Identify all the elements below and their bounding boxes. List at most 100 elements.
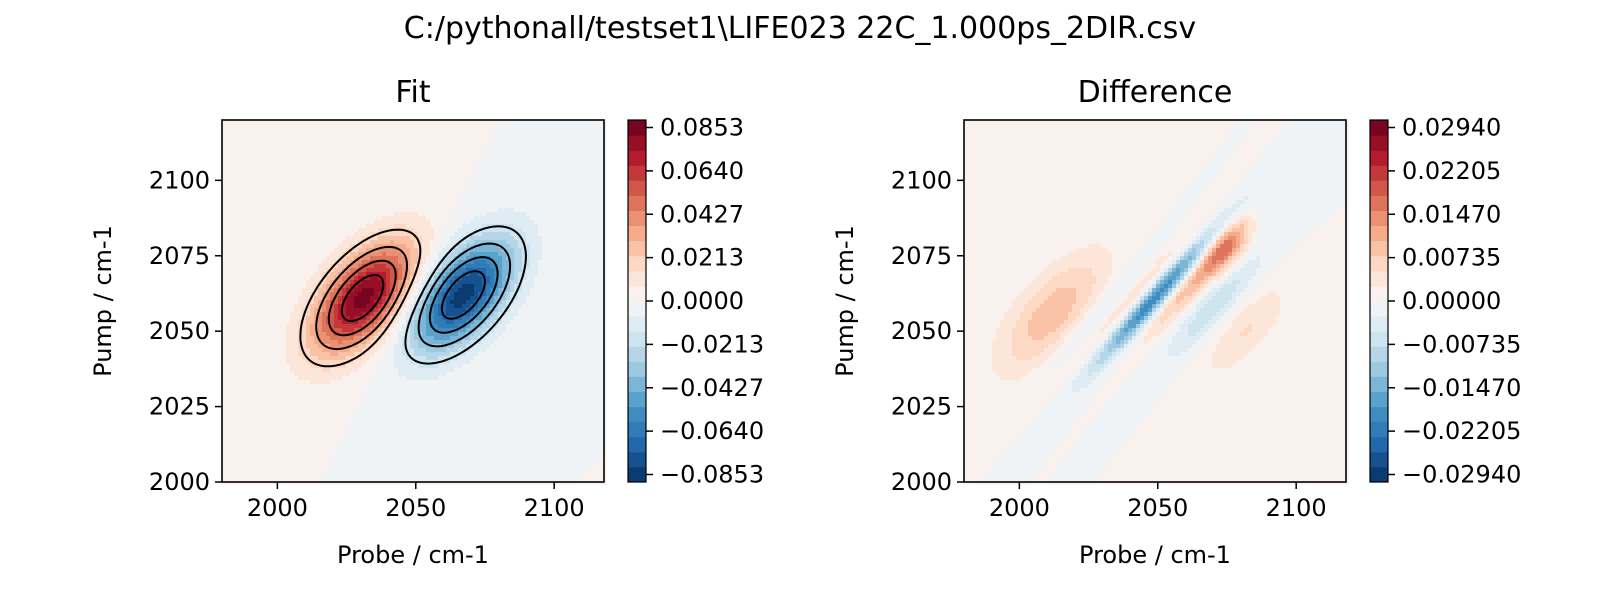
heatmap-cell <box>558 124 563 129</box>
heatmap-cell <box>430 136 435 141</box>
heatmap-cell <box>374 204 379 209</box>
heatmap-cell <box>474 160 479 165</box>
heatmap-cell <box>546 124 551 129</box>
heatmap-cell <box>390 180 395 185</box>
heatmap-cell <box>330 128 335 133</box>
heatmap-cell <box>366 160 371 165</box>
heatmap-cell <box>594 136 599 141</box>
heatmap-cell <box>422 220 427 225</box>
heatmap-cell <box>454 212 459 217</box>
heatmap-cell <box>470 212 475 217</box>
heatmap-cell <box>566 300 571 305</box>
heatmap-cell <box>530 208 535 213</box>
heatmap-cell <box>242 220 247 225</box>
heatmap-cell <box>486 216 491 221</box>
heatmap-cell <box>554 168 559 173</box>
heatmap-cell <box>482 288 487 293</box>
heatmap-cell <box>474 228 479 233</box>
heatmap-cell <box>466 160 471 165</box>
heatmap-cell <box>374 244 379 249</box>
heatmap-cell <box>378 248 383 253</box>
heatmap-cell <box>290 276 295 281</box>
heatmap-cell <box>406 164 411 169</box>
heatmap-cell <box>502 200 507 205</box>
heatmap-cell <box>566 144 571 149</box>
heatmap-cell <box>270 184 275 189</box>
heatmap-cell <box>402 308 407 313</box>
heatmap-cell <box>442 304 447 309</box>
heatmap-cell <box>326 140 331 145</box>
heatmap-cell <box>234 304 239 309</box>
heatmap-cell <box>566 284 571 289</box>
heatmap-cell <box>490 316 495 321</box>
heatmap-cell <box>402 292 407 297</box>
heatmap-cell <box>298 168 303 173</box>
heatmap-cell <box>234 156 239 161</box>
heatmap-cell <box>410 308 415 313</box>
heatmap-cell <box>526 232 531 237</box>
heatmap-cell <box>222 140 227 145</box>
heatmap-cell <box>510 252 515 257</box>
heatmap-cell <box>286 220 291 225</box>
heatmap-cell <box>258 248 263 253</box>
heatmap-cell <box>274 296 279 301</box>
heatmap-cell <box>254 136 259 141</box>
heatmap-cell <box>418 128 423 133</box>
heatmap-cell <box>498 124 503 129</box>
heatmap-cell <box>558 228 563 233</box>
heatmap-cell <box>506 324 511 329</box>
heatmap-cell <box>442 176 447 181</box>
heatmap-cell <box>590 212 595 217</box>
heatmap-cell <box>562 232 567 237</box>
heatmap-cell <box>382 192 387 197</box>
heatmap-cell <box>530 180 535 185</box>
heatmap-cell <box>494 136 499 141</box>
heatmap-cell <box>498 280 503 285</box>
heatmap-cell <box>246 216 251 221</box>
heatmap-cell <box>242 244 247 249</box>
heatmap-cell <box>598 268 603 273</box>
heatmap-cell <box>514 240 519 245</box>
heatmap-cell <box>386 196 391 201</box>
heatmap-cell <box>322 156 327 161</box>
heatmap-cell <box>234 180 239 185</box>
heatmap-cell <box>326 268 331 273</box>
heatmap-cell <box>430 268 435 273</box>
heatmap-cell <box>454 132 459 137</box>
heatmap-cell <box>518 188 523 193</box>
heatmap-cell <box>302 156 307 161</box>
heatmap-cell <box>478 316 483 321</box>
heatmap-cell <box>498 132 503 137</box>
heatmap-cell <box>414 172 419 177</box>
heatmap-cell <box>330 216 335 221</box>
heatmap-cell <box>222 232 227 237</box>
heatmap-cell <box>226 144 231 149</box>
heatmap-cell <box>466 224 471 229</box>
heatmap-cell <box>454 156 459 161</box>
heatmap-cell <box>386 132 391 137</box>
heatmap-cell <box>238 260 243 265</box>
heatmap-cell <box>542 180 547 185</box>
heatmap-cell <box>542 192 547 197</box>
heatmap-cell <box>294 264 299 269</box>
heatmap-cell <box>422 320 427 325</box>
heatmap-cell <box>582 160 587 165</box>
heatmap-cell <box>530 316 535 321</box>
heatmap-cell <box>506 196 511 201</box>
heatmap-cell <box>530 284 535 289</box>
heatmap-cell <box>346 324 351 329</box>
heatmap-cell <box>334 152 339 157</box>
heatmap-cell <box>314 200 319 205</box>
heatmap-cell <box>522 260 527 265</box>
heatmap-cell <box>546 140 551 145</box>
heatmap-cell <box>426 172 431 177</box>
heatmap-cell <box>462 216 467 221</box>
heatmap-cell <box>350 264 355 269</box>
heatmap-cell <box>474 128 479 133</box>
heatmap-cell <box>494 312 499 317</box>
heatmap-cell <box>294 240 299 245</box>
heatmap-cell <box>366 256 371 261</box>
heatmap-cell <box>358 252 363 257</box>
heatmap-cell <box>418 172 423 177</box>
heatmap-cell <box>546 296 551 301</box>
